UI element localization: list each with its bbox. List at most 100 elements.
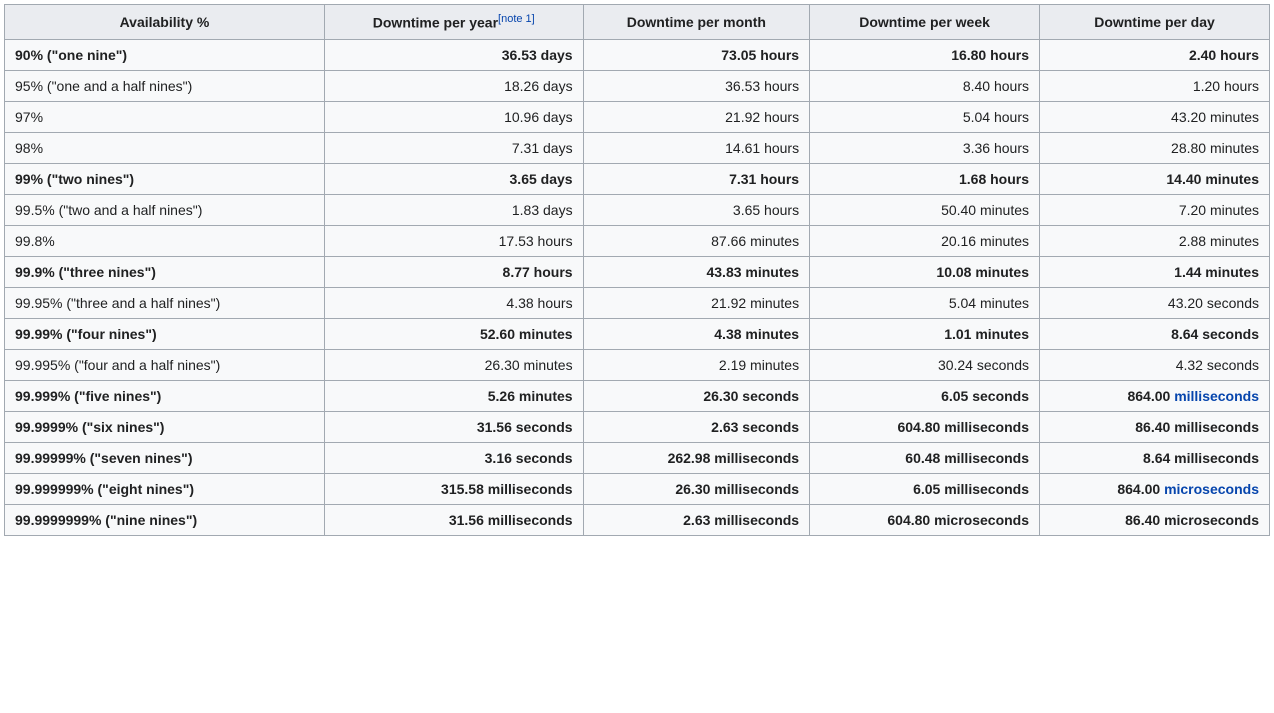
cell-year: 26.30 minutes [324, 349, 583, 380]
table-row: 99.9999999% ("nine nines")31.56 millisec… [5, 504, 1270, 535]
cell-week: 6.05 milliseconds [810, 473, 1040, 504]
cell-month: 21.92 hours [583, 101, 810, 132]
cell-availability: 90% ("one nine") [5, 39, 325, 70]
cell-month: 4.38 minutes [583, 318, 810, 349]
availability-table: Availability % Downtime per year[note 1]… [4, 4, 1270, 536]
cell-month: 87.66 minutes [583, 225, 810, 256]
cell-month: 21.92 minutes [583, 287, 810, 318]
cell-week: 20.16 minutes [810, 225, 1040, 256]
table-header-row: Availability % Downtime per year[note 1]… [5, 5, 1270, 40]
cell-month: 2.19 minutes [583, 349, 810, 380]
cell-year: 31.56 seconds [324, 411, 583, 442]
cell-year: 52.60 minutes [324, 318, 583, 349]
cell-day: 864.00 milliseconds [1040, 380, 1270, 411]
col-availability: Availability % [5, 5, 325, 40]
table-row: 95% ("one and a half nines")18.26 days36… [5, 70, 1270, 101]
cell-week: 5.04 hours [810, 101, 1040, 132]
cell-day: 4.32 seconds [1040, 349, 1270, 380]
cell-year: 7.31 days [324, 132, 583, 163]
cell-day: 14.40 minutes [1040, 163, 1270, 194]
table-row: 99% ("two nines")3.65 days7.31 hours1.68… [5, 163, 1270, 194]
cell-month: 2.63 seconds [583, 411, 810, 442]
cell-day: 1.20 hours [1040, 70, 1270, 101]
table-row: 90% ("one nine")36.53 days73.05 hours16.… [5, 39, 1270, 70]
cell-month: 262.98 milliseconds [583, 442, 810, 473]
cell-day: 8.64 milliseconds [1040, 442, 1270, 473]
cell-month: 36.53 hours [583, 70, 810, 101]
cell-day: 43.20 minutes [1040, 101, 1270, 132]
cell-week: 10.08 minutes [810, 256, 1040, 287]
cell-availability: 97% [5, 101, 325, 132]
cell-availability: 95% ("one and a half nines") [5, 70, 325, 101]
cell-year: 3.65 days [324, 163, 583, 194]
cell-availability: 99.999999% ("eight nines") [5, 473, 325, 504]
table-row: 99.9999% ("six nines")31.56 seconds2.63 … [5, 411, 1270, 442]
col-year-label: Downtime per year [373, 15, 498, 31]
cell-day: 864.00 microseconds [1040, 473, 1270, 504]
cell-availability: 98% [5, 132, 325, 163]
cell-week: 16.80 hours [810, 39, 1040, 70]
cell-day: 2.88 minutes [1040, 225, 1270, 256]
cell-week: 60.48 milliseconds [810, 442, 1040, 473]
year-note-link[interactable]: [note 1] [498, 13, 535, 25]
cell-availability: 99.9% ("three nines") [5, 256, 325, 287]
cell-month: 3.65 hours [583, 194, 810, 225]
unit-link[interactable]: microseconds [1164, 481, 1259, 497]
cell-year: 17.53 hours [324, 225, 583, 256]
cell-availability: 99.999% ("five nines") [5, 380, 325, 411]
cell-availability: 99% ("two nines") [5, 163, 325, 194]
cell-year: 18.26 days [324, 70, 583, 101]
cell-availability: 99.8% [5, 225, 325, 256]
cell-day: 43.20 seconds [1040, 287, 1270, 318]
table-row: 99.999% ("five nines")5.26 minutes26.30 … [5, 380, 1270, 411]
cell-week: 1.01 minutes [810, 318, 1040, 349]
table-row: 99.995% ("four and a half nines")26.30 m… [5, 349, 1270, 380]
unit-link[interactable]: milliseconds [1174, 388, 1259, 404]
col-week: Downtime per week [810, 5, 1040, 40]
cell-week: 604.80 microseconds [810, 504, 1040, 535]
cell-availability: 99.995% ("four and a half nines") [5, 349, 325, 380]
cell-day: 7.20 minutes [1040, 194, 1270, 225]
cell-month: 7.31 hours [583, 163, 810, 194]
cell-month: 73.05 hours [583, 39, 810, 70]
table-row: 99.5% ("two and a half nines")1.83 days3… [5, 194, 1270, 225]
cell-day: 2.40 hours [1040, 39, 1270, 70]
cell-year: 8.77 hours [324, 256, 583, 287]
cell-availability: 99.5% ("two and a half nines") [5, 194, 325, 225]
cell-availability: 99.99999% ("seven nines") [5, 442, 325, 473]
cell-day-value: 864.00 [1127, 388, 1174, 404]
cell-year: 1.83 days [324, 194, 583, 225]
cell-day: 86.40 milliseconds [1040, 411, 1270, 442]
table-row: 99.99999% ("seven nines")3.16 seconds262… [5, 442, 1270, 473]
cell-week: 50.40 minutes [810, 194, 1040, 225]
table-row: 97%10.96 days21.92 hours5.04 hours43.20 … [5, 101, 1270, 132]
cell-week: 604.80 milliseconds [810, 411, 1040, 442]
cell-week: 5.04 minutes [810, 287, 1040, 318]
cell-availability: 99.95% ("three and a half nines") [5, 287, 325, 318]
cell-year: 315.58 milliseconds [324, 473, 583, 504]
col-month: Downtime per month [583, 5, 810, 40]
cell-availability: 99.9999999% ("nine nines") [5, 504, 325, 535]
cell-year: 3.16 seconds [324, 442, 583, 473]
cell-week: 3.36 hours [810, 132, 1040, 163]
cell-day: 8.64 seconds [1040, 318, 1270, 349]
cell-year: 10.96 days [324, 101, 583, 132]
cell-day: 86.40 microseconds [1040, 504, 1270, 535]
cell-year: 4.38 hours [324, 287, 583, 318]
cell-week: 8.40 hours [810, 70, 1040, 101]
cell-day-value: 864.00 [1117, 481, 1164, 497]
cell-month: 26.30 milliseconds [583, 473, 810, 504]
table-row: 99.8%17.53 hours87.66 minutes20.16 minut… [5, 225, 1270, 256]
cell-week: 30.24 seconds [810, 349, 1040, 380]
table-body: 90% ("one nine")36.53 days73.05 hours16.… [5, 39, 1270, 535]
table-row: 99.99% ("four nines")52.60 minutes4.38 m… [5, 318, 1270, 349]
year-note[interactable]: [note 1] [498, 13, 535, 25]
cell-month: 2.63 milliseconds [583, 504, 810, 535]
table-head: Availability % Downtime per year[note 1]… [5, 5, 1270, 40]
cell-year: 31.56 milliseconds [324, 504, 583, 535]
cell-availability: 99.9999% ("six nines") [5, 411, 325, 442]
cell-year: 5.26 minutes [324, 380, 583, 411]
cell-month: 14.61 hours [583, 132, 810, 163]
col-day: Downtime per day [1040, 5, 1270, 40]
cell-month: 26.30 seconds [583, 380, 810, 411]
